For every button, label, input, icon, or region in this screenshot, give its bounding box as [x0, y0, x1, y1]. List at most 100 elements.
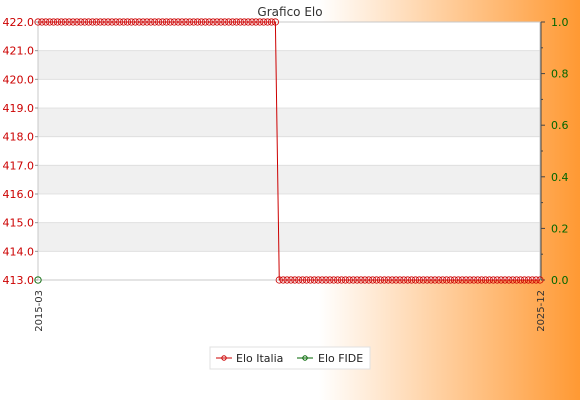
data-point-elo-italia [466, 276, 474, 284]
legend: Elo Italia Elo FIDE [209, 346, 371, 370]
right-tick-label: 1.0 [551, 16, 569, 29]
left-tick-label: 421.0 [3, 45, 35, 58]
right-tick-label: 0.0 [551, 274, 569, 287]
x-tick-label: 2025-12 [536, 290, 547, 332]
data-point-elo-italia [186, 18, 194, 26]
data-point-elo-italia [244, 18, 252, 26]
data-point-elo-italia [65, 18, 73, 26]
data-point-elo-italia [489, 276, 497, 284]
data-point-elo-italia [411, 276, 420, 284]
data-point-elo-italia [84, 18, 93, 26]
data-point-elo-italia [42, 18, 50, 26]
data-point-elo-italia [92, 18, 100, 26]
plot-band [38, 165, 540, 194]
data-point-elo-italia [509, 276, 517, 284]
data-point-elo-italia [240, 18, 248, 26]
series-line-elo-italia [38, 21, 540, 281]
plot-band [38, 22, 540, 51]
data-point-elo-italia [361, 276, 369, 284]
data-point-elo-italia [404, 276, 412, 284]
data-point-elo-fide [34, 276, 42, 284]
data-point-elo-italia [81, 18, 89, 26]
plot-band [38, 108, 540, 137]
data-point-elo-italia [454, 276, 462, 284]
left-y-axis: 413.0 414.0 415.0 416.0 417.0 418.0 419.0 420.0… [3, 16, 38, 287]
data-point-elo-italia [57, 18, 65, 26]
data-point-elo-italia [267, 18, 276, 26]
plot-band [38, 222, 540, 252]
data-point-elo-italia [73, 18, 81, 26]
data-point-elo-italia [209, 18, 217, 26]
data-point-elo-italia [372, 276, 381, 284]
data-point-elo-italia [248, 18, 256, 26]
data-point-elo-italia [232, 18, 241, 26]
right-tick-label: 0.6 [551, 119, 569, 132]
data-point-elo-italia [131, 18, 139, 26]
data-point-elo-italia [151, 18, 159, 26]
data-point-elo-italia [481, 276, 490, 284]
left-tick-label: 416.0 [3, 188, 35, 201]
data-point-elo-italia [116, 18, 124, 26]
data-point-elo-italia [77, 18, 85, 26]
data-point-elo-italia [376, 276, 385, 284]
data-point-elo-italia [520, 276, 529, 284]
data-point-elo-italia [271, 18, 279, 26]
legend-item-elo-fide[interactable]: Elo FIDE [297, 352, 363, 365]
data-point-elo-italia [193, 18, 202, 26]
data-point-elo-italia [462, 276, 470, 284]
data-point-elo-italia [53, 18, 62, 26]
data-point-elo-italia [536, 276, 544, 284]
legend-item-elo-italia[interactable]: Elo Italia [216, 352, 283, 365]
data-point-elo-italia [341, 276, 350, 284]
data-point-elo-italia [450, 276, 458, 284]
data-point-elo-italia [497, 276, 505, 284]
data-point-elo-italia [474, 276, 482, 284]
legend-box [209, 346, 371, 370]
data-point-elo-italia [139, 18, 147, 26]
data-point-elo-italia [49, 18, 58, 26]
data-point-elo-italia [419, 276, 427, 284]
data-point-elo-italia [330, 276, 338, 284]
left-tick-label: 413.0 [3, 274, 35, 287]
data-point-elo-italia [407, 276, 416, 284]
data-point-elo-italia [458, 276, 466, 284]
data-point-elo-italia [345, 276, 353, 284]
data-point-elo-italia [369, 276, 377, 284]
data-point-elo-italia [108, 18, 116, 26]
data-point-elo-italia [69, 18, 77, 26]
data-point-elo-italia [143, 18, 151, 26]
left-tick-label: 415.0 [3, 217, 35, 230]
data-point-elo-italia [182, 18, 190, 26]
data-point-elo-italia [291, 276, 299, 284]
data-point-elo-italia [384, 276, 392, 284]
data-point-elo-italia [166, 18, 174, 26]
data-point-elo-italia [337, 276, 346, 284]
legend-label-elo-italia: Elo Italia [236, 352, 283, 365]
data-point-elo-italia [396, 276, 404, 284]
data-point-elo-italia [283, 276, 291, 284]
data-point-elo-italia [127, 18, 135, 26]
data-point-elo-italia [190, 18, 198, 26]
data-point-elo-italia [516, 276, 525, 284]
data-point-elo-italia [155, 18, 163, 26]
x-tick-label: 2015-03 [34, 290, 45, 332]
data-point-elo-italia [310, 276, 318, 284]
data-point-elo-italia [112, 18, 120, 26]
chart-title: Grafico Elo [257, 5, 322, 19]
left-tick-label: 419.0 [3, 102, 35, 115]
data-point-elo-italia [88, 18, 97, 26]
data-point-elo-italia [279, 276, 287, 284]
data-point-elo-italia [135, 18, 143, 26]
data-point-elo-italia [478, 276, 486, 284]
data-point-elo-italia [415, 276, 423, 284]
data-point-elo-italia [158, 18, 167, 26]
data-point-elo-italia [388, 276, 396, 284]
data-point-elo-italia [392, 276, 400, 284]
data-point-elo-italia [38, 18, 46, 26]
data-point-elo-italia [524, 276, 532, 284]
right-tick-label: 0.8 [551, 68, 569, 81]
plot-band [38, 251, 540, 280]
plot-band [38, 194, 540, 223]
